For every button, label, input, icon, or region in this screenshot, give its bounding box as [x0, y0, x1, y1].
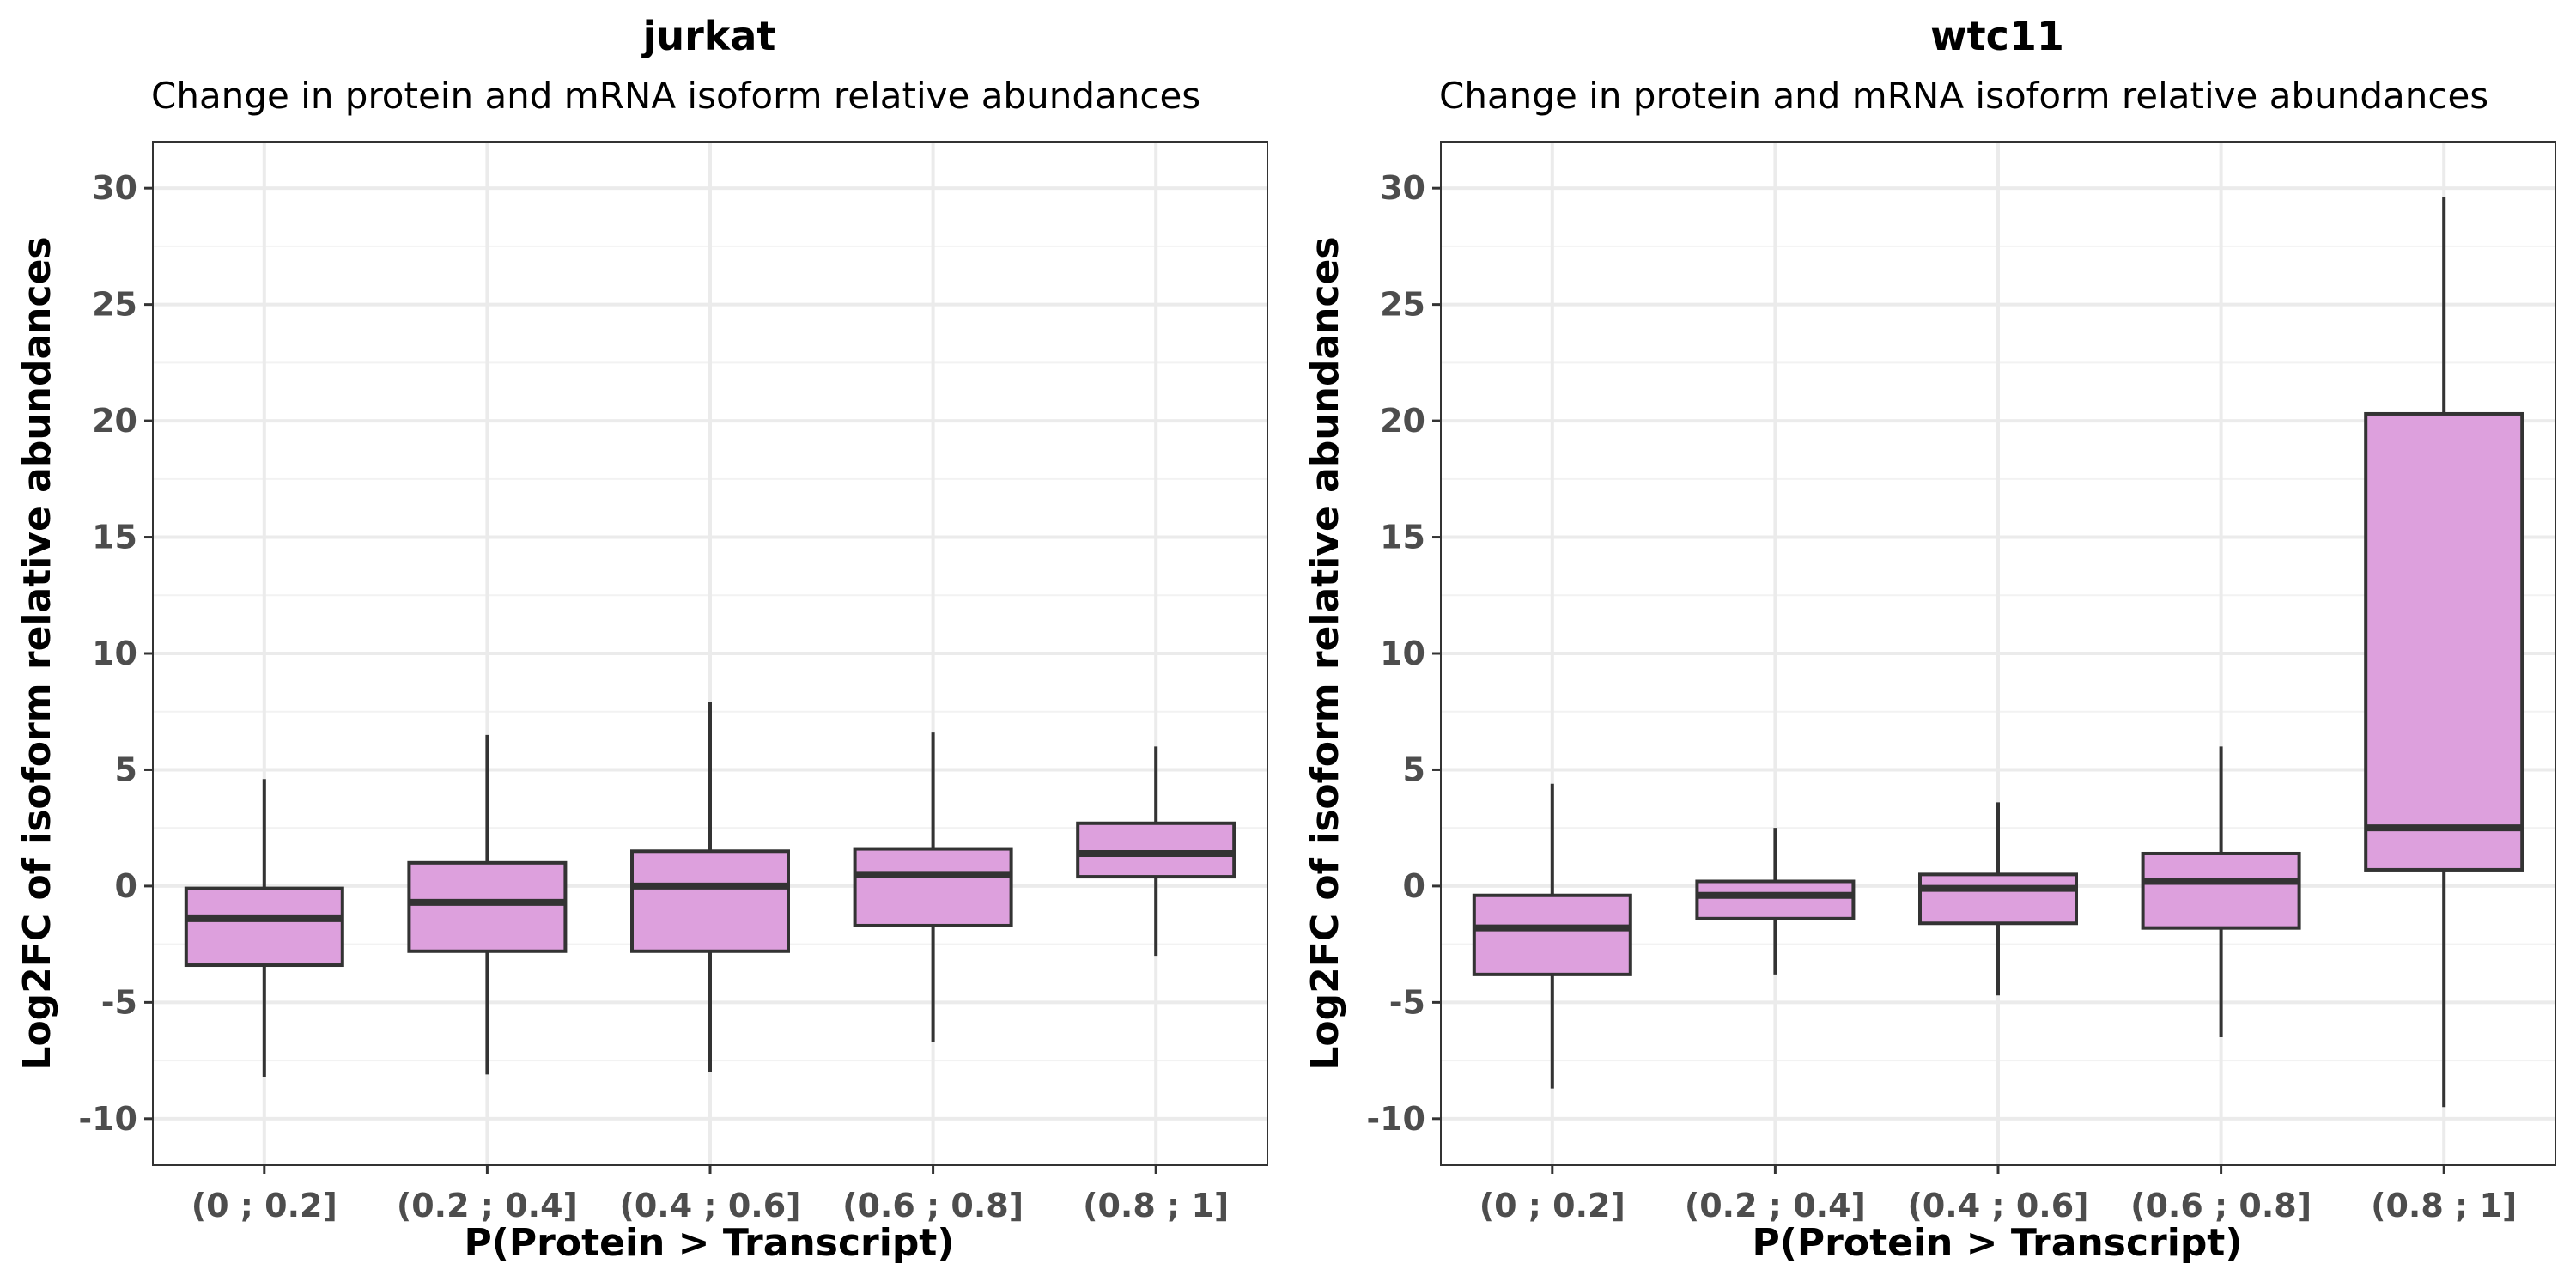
chart-title: jurkat — [641, 13, 776, 59]
y-tick-label: 5 — [1403, 750, 1425, 788]
box-body — [1472, 893, 1632, 976]
y-tick-label: 25 — [92, 286, 137, 324]
y-tick-label: 20 — [1380, 402, 1425, 440]
y-tick-label: 25 — [1380, 286, 1425, 324]
y-tick-label: 30 — [1380, 169, 1425, 207]
box-body — [1918, 872, 2078, 926]
y-axis-label: Log2FC of isoform relative abundances — [15, 236, 59, 1070]
x-tick-label: (0.4 ; 0.6] — [1907, 1187, 2088, 1224]
box-body — [1695, 879, 1856, 920]
x-tick-label: (0.2 ; 0.4] — [1685, 1187, 1866, 1224]
x-tick-label: (0 ; 0.2] — [191, 1187, 337, 1224]
box-body — [407, 860, 568, 953]
chart-subtitle: Change in protein and mRNA isoform relat… — [1439, 75, 2488, 117]
y-tick-label: 0 — [1403, 867, 1425, 905]
y-axis-label: Log2FC of isoform relative abundances — [1303, 236, 1347, 1070]
y-tick-label: -10 — [78, 1100, 137, 1138]
x-tick-label: (0.8 ; 1] — [1083, 1187, 1229, 1224]
x-tick-label: (0.6 ; 0.8] — [842, 1187, 1024, 1224]
y-tick-label: 0 — [115, 867, 137, 905]
chart-subtitle: Change in protein and mRNA isoform relat… — [151, 75, 1200, 117]
chart-title: wtc11 — [1930, 13, 2064, 59]
box-body — [630, 849, 790, 953]
y-tick-label: 30 — [92, 169, 137, 207]
y-tick-label: 10 — [1380, 635, 1425, 672]
box-3 — [853, 732, 1013, 1042]
box-0 — [1472, 783, 1632, 1089]
x-tick-label: (0 ; 0.2] — [1479, 1187, 1625, 1224]
x-tick-label: (0.4 ; 0.6] — [619, 1187, 800, 1224]
box-body — [1076, 821, 1236, 879]
x-tick-label: (0.6 ; 0.8] — [2130, 1187, 2312, 1224]
x-tick-label: (0.8 ; 1] — [2371, 1187, 2517, 1224]
y-tick-label: 10 — [92, 635, 137, 672]
x-axis-label: P(Protein > Transcript) — [1753, 1221, 2243, 1265]
box-2 — [630, 702, 790, 1072]
box-body — [2141, 851, 2301, 930]
y-tick-label: -5 — [1389, 983, 1425, 1021]
x-tick-label: (0.2 ; 0.4] — [397, 1187, 578, 1224]
y-tick-label: -5 — [101, 983, 137, 1021]
x-axis-label: P(Protein > Transcript) — [465, 1221, 955, 1265]
box-1 — [407, 734, 568, 1075]
box-body — [2364, 411, 2524, 872]
box-2 — [1918, 802, 2078, 996]
chart-panel-1: -10 -5 0 5 10 15 20 25 30 (0 ; 0.2] (0.2 ; 0.4] (0.… — [1303, 13, 2556, 1265]
y-tick-label: 15 — [1380, 519, 1425, 556]
box-0 — [184, 779, 344, 1078]
box-3 — [2141, 746, 2301, 1037]
box-body — [184, 886, 344, 968]
box-body — [853, 847, 1013, 927]
y-tick-label: 5 — [115, 750, 137, 788]
box-1 — [1695, 828, 1856, 975]
y-tick-label: -10 — [1366, 1100, 1425, 1138]
box-4 — [2364, 197, 2524, 1108]
chart-panel-0: -10 -5 0 5 10 15 20 25 30 (0 ; 0.2] (0.2 ; 0.4] (0.… — [15, 13, 1268, 1265]
y-tick-label: 20 — [92, 402, 137, 440]
y-tick-label: 15 — [92, 519, 137, 556]
box-4 — [1076, 746, 1236, 957]
